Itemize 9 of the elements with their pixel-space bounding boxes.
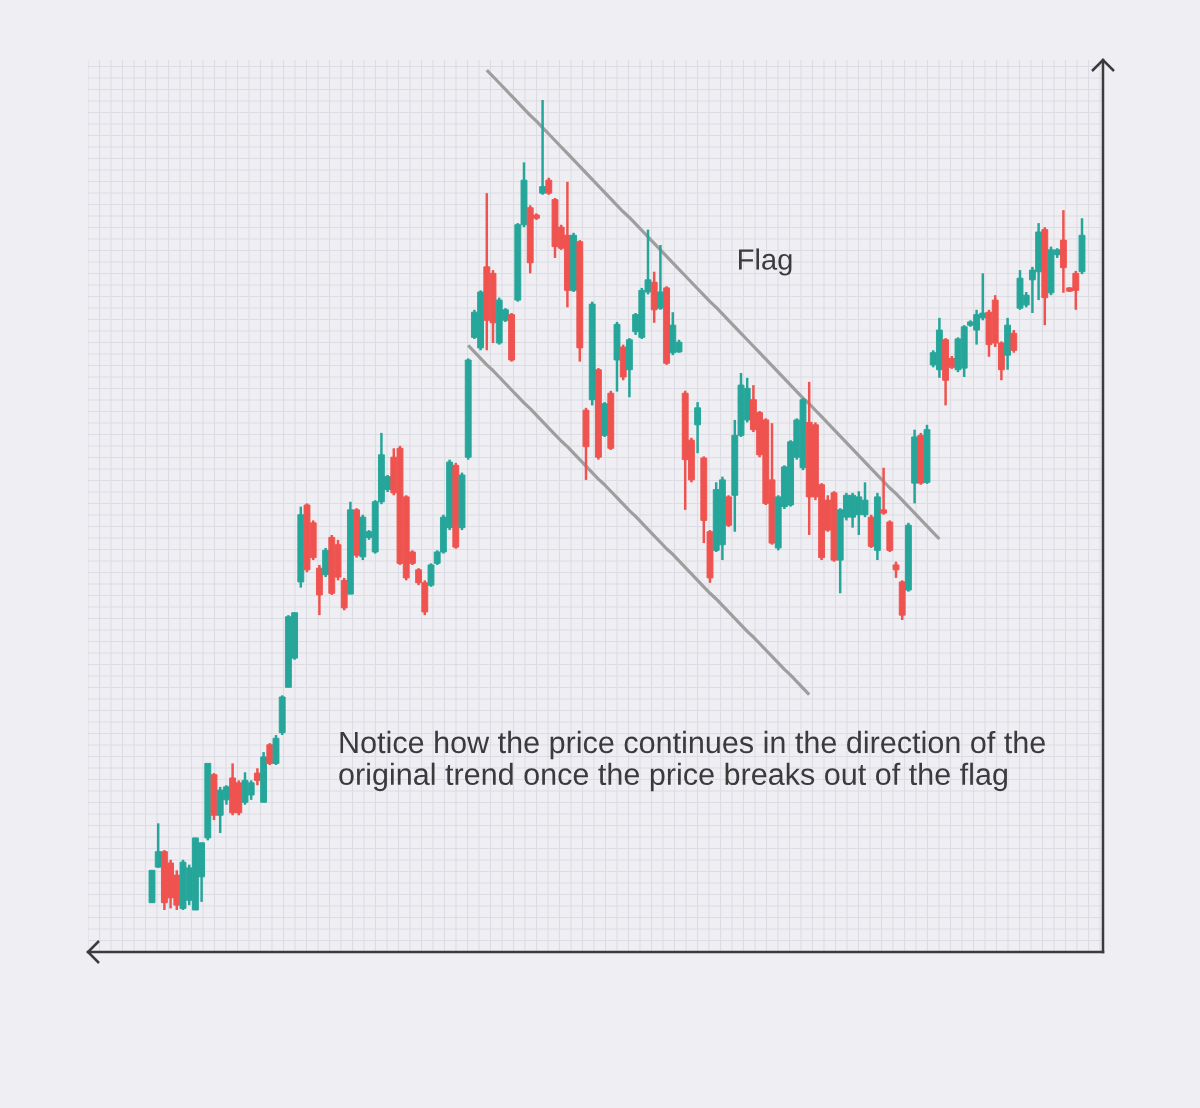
- candlestick: [880, 466, 888, 516]
- candlestick: [694, 400, 702, 455]
- candlestick: [1010, 328, 1018, 354]
- candlestick: [539, 98, 547, 197]
- candlestick: [266, 741, 274, 767]
- annotation: Flag: [739, 248, 792, 276]
- candlestick: [656, 243, 664, 312]
- annotation: Notice how the price continues in the direction of the original trend once the price breaks out of the flag: [339, 730, 1045, 792]
- candlestick: [154, 822, 162, 870]
